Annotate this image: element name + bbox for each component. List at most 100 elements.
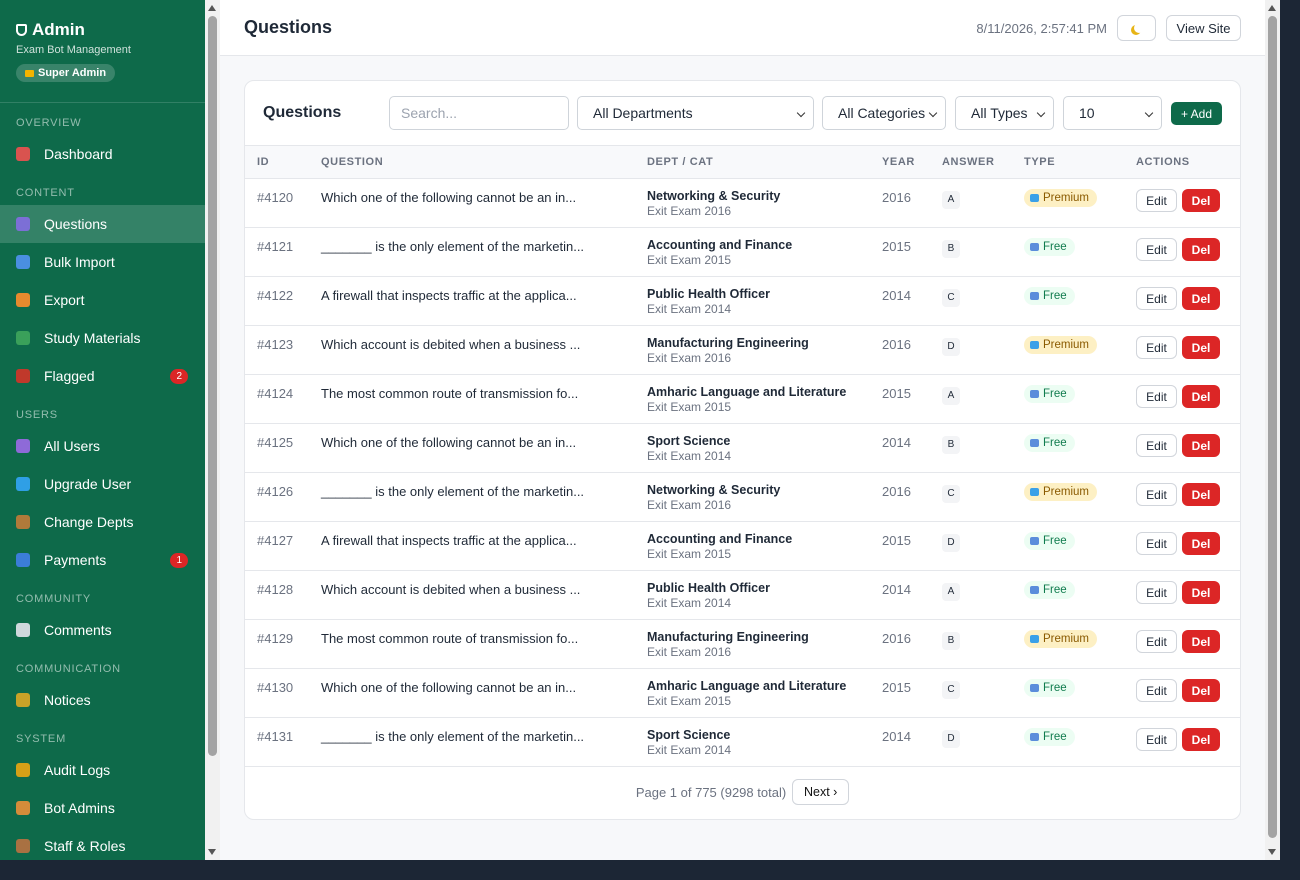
answer: D xyxy=(942,534,960,552)
question-id: #4130 xyxy=(257,680,294,695)
type-label: Premium xyxy=(1043,486,1090,498)
type-select[interactable]: All Types xyxy=(955,96,1054,130)
nav-item[interactable]: All Users xyxy=(0,427,205,465)
nav-item[interactable]: Dashboard xyxy=(0,135,205,173)
delete-button[interactable]: Del xyxy=(1182,189,1220,212)
dept-cell: Accounting and Finance Exit Exam 2015 xyxy=(647,238,882,267)
nav-item[interactable]: Export xyxy=(0,281,205,319)
category: Exit Exam 2016 xyxy=(647,498,732,512)
edit-button[interactable]: Edit xyxy=(1136,532,1177,555)
category-select[interactable]: All Categories xyxy=(822,96,946,130)
delete-button[interactable]: Del xyxy=(1182,434,1220,457)
view-site-button[interactable]: View Site xyxy=(1166,15,1241,41)
page-summary: Page 1 of 775 (9298 total) xyxy=(635,784,787,800)
answer-cell: D xyxy=(942,533,1024,552)
type-cell: Free xyxy=(1024,287,1136,305)
delete-button[interactable]: Del xyxy=(1182,483,1220,506)
dept-cell: Manufacturing Engineering Exit Exam 2016 xyxy=(647,630,882,659)
nav-icon xyxy=(16,439,30,453)
scroll-up[interactable] xyxy=(1268,5,1276,11)
category: Exit Exam 2015 xyxy=(647,547,732,561)
delete-button[interactable]: Del xyxy=(1182,679,1220,702)
theme-toggle[interactable] xyxy=(1117,15,1156,41)
question-text: Which one of the following cannot be an … xyxy=(321,190,577,205)
edit-button[interactable]: Edit xyxy=(1136,238,1177,261)
scroll-thumb[interactable] xyxy=(208,16,217,756)
year: 2014 xyxy=(882,435,911,450)
answer-cell: D xyxy=(942,337,1024,356)
delete-button[interactable]: Del xyxy=(1182,336,1220,359)
add-button[interactable]: + Add xyxy=(1171,102,1222,125)
scroll-thumb[interactable] xyxy=(1268,16,1277,838)
type-icon xyxy=(1030,684,1039,692)
search-input[interactable]: Search... xyxy=(389,96,569,130)
scroll-down[interactable] xyxy=(1268,849,1276,855)
nav-item[interactable]: Notices xyxy=(0,681,205,719)
edit-button[interactable]: Edit xyxy=(1136,728,1177,751)
nav-item[interactable]: Staff & Roles xyxy=(0,827,205,860)
main-scrollbar[interactable] xyxy=(1265,0,1280,860)
question-id: #4129 xyxy=(257,631,294,646)
nav-label: Payments xyxy=(44,552,107,568)
scroll-down[interactable] xyxy=(208,849,216,855)
year: 2016 xyxy=(882,484,911,499)
table-row: #4122 A firewall that inspects traffic at… xyxy=(245,277,1240,326)
type-label: Free xyxy=(1043,241,1067,253)
table-row: #4121 _______ is the only element of the … xyxy=(245,228,1240,277)
delete-button[interactable]: Del xyxy=(1182,581,1220,604)
actions: Edit Del xyxy=(1136,189,1240,212)
table-row: #4128 Which account is debited when a bus… xyxy=(245,571,1240,620)
page-size-select[interactable]: 10 xyxy=(1063,96,1162,130)
nav-item[interactable]: Audit Logs xyxy=(0,751,205,789)
actions: Edit Del xyxy=(1136,728,1240,751)
nav-label: Upgrade User xyxy=(44,476,132,492)
dept-cell: Sport Science Exit Exam 2014 xyxy=(647,728,882,757)
nav-item[interactable]: Bulk Import xyxy=(0,243,205,281)
type-label: Premium xyxy=(1043,192,1090,204)
delete-button[interactable]: Del xyxy=(1182,532,1220,555)
department-select[interactable]: All Departments xyxy=(577,96,814,130)
question-id: #4124 xyxy=(257,386,294,401)
edit-button[interactable]: Edit xyxy=(1136,189,1177,212)
delete-button[interactable]: Del xyxy=(1182,728,1220,751)
edit-button[interactable]: Edit xyxy=(1136,336,1177,359)
question-id: #4123 xyxy=(257,337,294,352)
question-id: #4122 xyxy=(257,288,294,303)
delete-button[interactable]: Del xyxy=(1182,238,1220,261)
answer-cell: A xyxy=(942,190,1024,209)
question-text: The most common route of transmission fo… xyxy=(321,386,579,401)
year: 2015 xyxy=(882,533,911,548)
nav-item[interactable]: Study Materials xyxy=(0,319,205,357)
nav: OVERVIEW Dashboard CONTENT Questions Bulk Im… xyxy=(0,103,205,860)
edit-button[interactable]: Edit xyxy=(1136,581,1177,604)
type-cell: Free xyxy=(1024,728,1136,746)
nav-item[interactable]: Flagged 2 xyxy=(0,357,205,395)
edit-button[interactable]: Edit xyxy=(1136,483,1177,506)
delete-button[interactable]: Del xyxy=(1182,385,1220,408)
type-icon xyxy=(1030,341,1039,349)
delete-button[interactable]: Del xyxy=(1182,287,1220,310)
column-header: QUESTION xyxy=(321,156,384,168)
nav-item[interactable]: Payments 1 xyxy=(0,541,205,579)
nav-label: All Users xyxy=(44,438,101,454)
nav-item[interactable]: Comments xyxy=(0,611,205,649)
moon-icon xyxy=(1134,23,1144,33)
type-badge: Free xyxy=(1024,679,1075,697)
nav-label: Questions xyxy=(44,216,108,232)
dept-cell: Public Health Officer Exit Exam 2014 xyxy=(647,581,882,610)
sidebar-scrollbar[interactable] xyxy=(205,0,220,860)
next-button[interactable]: Next › xyxy=(792,779,850,805)
edit-button[interactable]: Edit xyxy=(1136,385,1177,408)
edit-button[interactable]: Edit xyxy=(1136,287,1177,310)
nav-item[interactable]: Bot Admins xyxy=(0,789,205,827)
nav-item[interactable]: Upgrade User xyxy=(0,465,205,503)
nav-item[interactable]: Change Depts xyxy=(0,503,205,541)
edit-button[interactable]: Edit xyxy=(1136,434,1177,457)
scroll-up[interactable] xyxy=(208,5,216,11)
table-row: #4129 The most common route of transmissi… xyxy=(245,620,1240,669)
edit-button[interactable]: Edit xyxy=(1136,679,1177,702)
delete-button[interactable]: Del xyxy=(1182,630,1220,653)
answer: C xyxy=(942,289,960,307)
nav-item[interactable]: Questions xyxy=(0,205,205,243)
edit-button[interactable]: Edit xyxy=(1136,630,1177,653)
